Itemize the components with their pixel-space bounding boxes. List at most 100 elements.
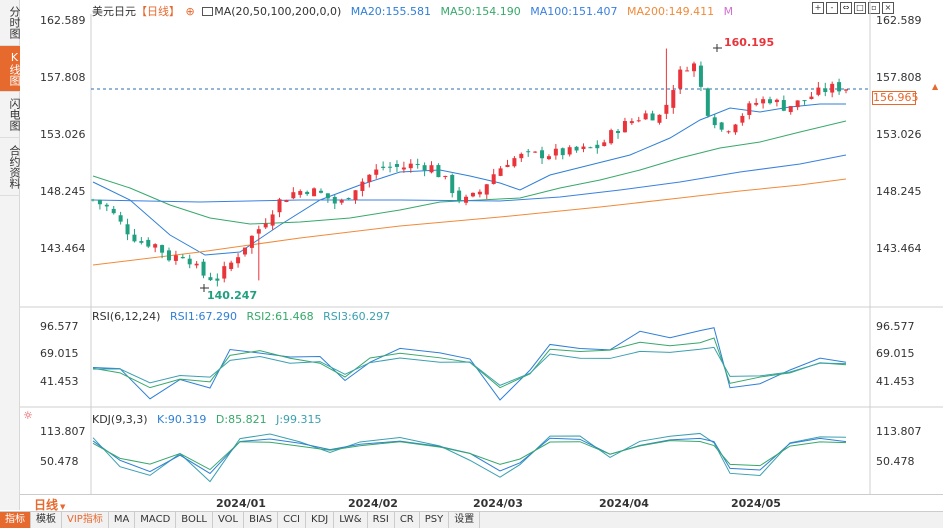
candle <box>754 98 759 107</box>
candle <box>761 96 766 109</box>
tab-vip-indicators[interactable]: VIP指标 <box>62 512 109 528</box>
candle-body <box>339 200 344 203</box>
kdj-settings-icon[interactable]: ☼ <box>23 409 33 422</box>
candle <box>546 154 551 161</box>
candle-body <box>236 257 241 264</box>
candle <box>277 197 282 218</box>
tab-kline[interactable]: K线图 <box>0 46 21 92</box>
y-tick-left-3: 148.245 <box>40 185 86 198</box>
candle-body <box>705 88 710 116</box>
kdj-tick-left-1: 50.478 <box>40 455 79 468</box>
candle-body <box>519 153 524 159</box>
y-tick-right-2: 153.026 <box>876 128 922 141</box>
rsi2-value: RSI2:61.468 <box>246 310 314 323</box>
tab-timeshare[interactable]: 分时图 <box>0 0 21 46</box>
candle <box>180 254 185 259</box>
tab-ma[interactable]: MA <box>109 512 136 528</box>
candle-body <box>242 247 247 255</box>
candle-body <box>298 191 303 195</box>
candle-body <box>581 146 586 150</box>
candle <box>160 244 165 259</box>
j-value: J:99.315 <box>276 413 322 426</box>
candle <box>685 66 690 72</box>
candle-body <box>650 113 655 121</box>
candle-body <box>678 69 683 89</box>
rsi3-value: RSI3:60.297 <box>323 310 391 323</box>
candle <box>830 81 835 98</box>
ma200-value: MA200:149.411 <box>626 5 715 18</box>
rsi2-line <box>92 337 847 389</box>
tab-vol[interactable]: VOL <box>213 512 245 528</box>
candle <box>353 190 358 204</box>
candle <box>270 210 275 230</box>
rsi-tick-left-0: 96.577 <box>40 320 79 333</box>
settings-icon[interactable]: ⊕ <box>185 5 195 18</box>
tab-flash[interactable]: 闪电图 <box>0 92 21 138</box>
x-label-2: 2024/03 <box>473 497 523 510</box>
zoom-out-icon[interactable]: - <box>826 2 838 14</box>
tab-cci[interactable]: CCI <box>278 512 307 528</box>
candle-body <box>698 65 703 87</box>
tab-indicators[interactable]: 指标 <box>0 512 31 528</box>
ma-settings-icon[interactable] <box>202 7 214 16</box>
candle-body <box>837 82 842 92</box>
zoom-in-icon[interactable]: + <box>812 2 824 14</box>
tab-rsi[interactable]: RSI <box>368 512 395 528</box>
candle-body <box>629 121 634 124</box>
candle <box>705 87 710 118</box>
tab-templates[interactable]: 模板 <box>31 512 62 528</box>
expand-icon[interactable]: □ <box>854 2 866 14</box>
tab-psy[interactable]: PSY <box>420 512 450 528</box>
tab-bias[interactable]: BIAS <box>244 512 279 528</box>
candle-body <box>229 262 234 269</box>
candle <box>464 194 469 206</box>
candle <box>588 146 593 149</box>
candle <box>104 203 109 212</box>
kdj-label: KDJ(9,3,3) <box>92 413 148 426</box>
candle-body <box>546 156 551 160</box>
candle <box>629 118 634 125</box>
candle <box>215 273 220 287</box>
candle <box>208 272 213 281</box>
period-dropdown[interactable]: 日线 <box>34 496 65 513</box>
candle-body <box>173 255 178 261</box>
candle-body <box>305 191 310 195</box>
tab-contract-info[interactable]: 合约资料 <box>0 138 21 196</box>
tab-cr[interactable]: CR <box>395 512 420 528</box>
fit-icon[interactable]: ⇔ <box>840 2 852 14</box>
candle-body <box>643 113 648 120</box>
candle-body <box>754 102 759 105</box>
close-icon[interactable]: × <box>882 2 894 14</box>
candle <box>339 198 344 205</box>
candle-body <box>685 70 690 72</box>
candle-body <box>512 158 517 167</box>
candle <box>692 61 697 77</box>
candle-body <box>553 148 558 156</box>
candle-body <box>595 144 600 149</box>
candle <box>671 85 676 114</box>
tab-kdj[interactable]: KDJ <box>306 512 335 528</box>
candle-body <box>263 223 268 228</box>
candle <box>491 168 496 185</box>
candle <box>125 218 130 241</box>
y-tick-right-4: 143.464 <box>876 242 922 255</box>
candle <box>332 194 337 210</box>
candle <box>567 145 572 157</box>
candle <box>657 114 662 125</box>
candle <box>236 253 241 268</box>
tab-macd[interactable]: MACD <box>135 512 177 528</box>
low-label: 140.247 <box>207 289 258 302</box>
candle-body <box>477 191 482 195</box>
candle-body <box>823 88 828 93</box>
restore-icon[interactable]: ▫ <box>868 2 880 14</box>
candle-body <box>215 278 220 281</box>
candle <box>263 218 268 229</box>
candle-body <box>415 163 420 165</box>
tab-boll[interactable]: BOLL <box>176 512 213 528</box>
tab-settings[interactable]: 设置 <box>449 512 481 528</box>
candle-body <box>809 96 814 100</box>
candle <box>795 100 800 111</box>
symbol-name: 美元日元 <box>92 5 136 18</box>
tab-lwr[interactable]: LW& <box>334 512 368 528</box>
candle <box>726 130 731 134</box>
